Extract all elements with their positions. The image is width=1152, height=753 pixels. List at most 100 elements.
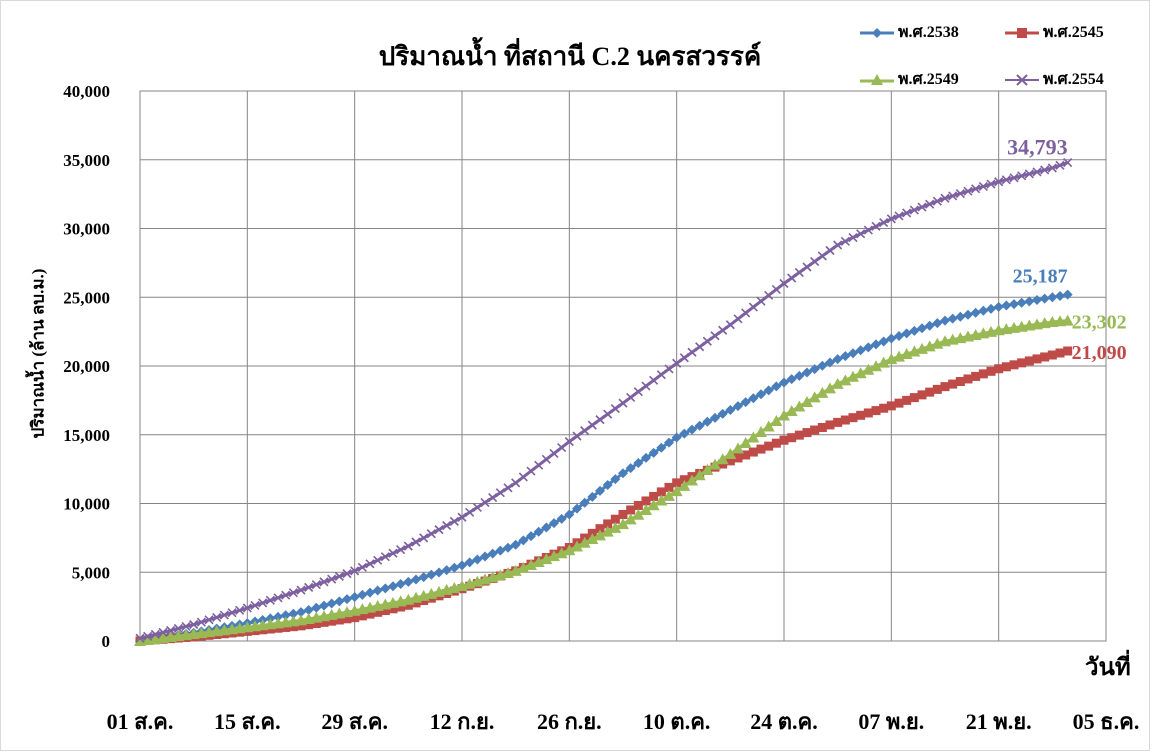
data-point <box>909 205 919 215</box>
data-point <box>894 211 904 221</box>
data-point <box>1032 167 1042 177</box>
data-point <box>764 290 774 300</box>
data-point <box>664 437 674 448</box>
data-point <box>793 400 806 412</box>
data-point <box>365 609 375 619</box>
data-point <box>762 420 775 432</box>
data-point <box>603 519 613 529</box>
data-point <box>311 580 321 590</box>
data-point <box>955 188 965 199</box>
data-point <box>572 431 582 441</box>
data-point <box>810 425 820 435</box>
data-point <box>787 273 797 283</box>
data-point <box>672 478 682 488</box>
data-point <box>434 525 444 535</box>
data-point <box>1009 173 1019 183</box>
data-point <box>196 617 206 627</box>
data-point <box>732 442 744 454</box>
data-point <box>725 405 736 415</box>
data-point <box>917 323 927 334</box>
data-point <box>319 577 329 587</box>
data-point <box>1017 358 1027 368</box>
data-point <box>296 621 306 631</box>
data-point <box>955 311 966 322</box>
data-point <box>549 448 559 458</box>
data-point <box>411 574 421 585</box>
data-point <box>457 512 467 522</box>
data-point <box>557 442 567 453</box>
data-point <box>833 417 843 427</box>
data-point <box>388 548 398 558</box>
data-point <box>877 356 890 368</box>
data-point <box>640 503 652 515</box>
data-point <box>1055 290 1065 301</box>
data-point <box>495 488 505 498</box>
data-point <box>418 572 429 583</box>
data-point <box>1009 299 1019 310</box>
data-point <box>656 487 666 497</box>
data-point <box>541 454 551 464</box>
data-point <box>994 177 1004 187</box>
data-point <box>158 627 168 637</box>
data-point <box>572 503 582 514</box>
end-value-label: 34,793 <box>1007 135 1068 160</box>
data-point <box>863 225 873 235</box>
x-axis-label: วันที่ <box>1085 655 1131 681</box>
data-point <box>862 363 875 375</box>
data-point <box>970 307 981 318</box>
data-point <box>702 336 712 346</box>
end-value-label: 21,090 <box>1072 342 1127 364</box>
data-point <box>747 431 760 443</box>
series-line-พ.ศ.2549 <box>139 319 1068 643</box>
data-point <box>472 502 482 512</box>
data-point <box>357 611 367 621</box>
data-point <box>633 458 644 469</box>
data-point <box>296 585 306 595</box>
data-point <box>1024 356 1034 366</box>
data-point <box>801 395 813 407</box>
data-point <box>664 364 674 374</box>
data-point <box>647 499 660 511</box>
data-point <box>779 435 789 445</box>
data-point <box>618 398 628 408</box>
data-point <box>624 513 637 525</box>
data-point <box>709 458 721 470</box>
data-point <box>879 218 889 228</box>
data-point <box>695 342 705 352</box>
data-point <box>580 426 590 436</box>
data-point <box>764 441 774 451</box>
data-point <box>503 542 513 553</box>
data-point <box>334 615 344 625</box>
data-point <box>465 507 475 517</box>
data-point <box>817 360 828 371</box>
data-point <box>1009 360 1019 370</box>
data-point <box>563 544 576 556</box>
data-point <box>1040 165 1050 175</box>
data-point <box>725 456 735 466</box>
data-point <box>1055 348 1065 358</box>
data-point <box>288 622 298 632</box>
data-point <box>693 469 706 481</box>
data-point <box>848 232 858 243</box>
data-point <box>625 463 636 474</box>
data-point <box>173 623 183 633</box>
data-point <box>1047 163 1057 173</box>
data-point <box>595 524 605 534</box>
data-point <box>917 202 927 212</box>
data-point <box>786 374 797 385</box>
data-point <box>1063 158 1073 168</box>
data-point <box>626 505 636 515</box>
data-point <box>595 485 605 496</box>
data-point <box>1001 362 1011 372</box>
data-point <box>825 245 835 256</box>
data-point <box>925 199 935 209</box>
data-point <box>825 357 835 368</box>
data-point <box>626 392 636 402</box>
data-point <box>373 607 383 617</box>
legend-marker-square-icon <box>1005 27 1039 38</box>
data-point <box>265 595 275 605</box>
data-point <box>679 428 690 439</box>
data-point <box>609 521 622 533</box>
x-tick-label: 01 ส.ค. <box>107 709 174 734</box>
